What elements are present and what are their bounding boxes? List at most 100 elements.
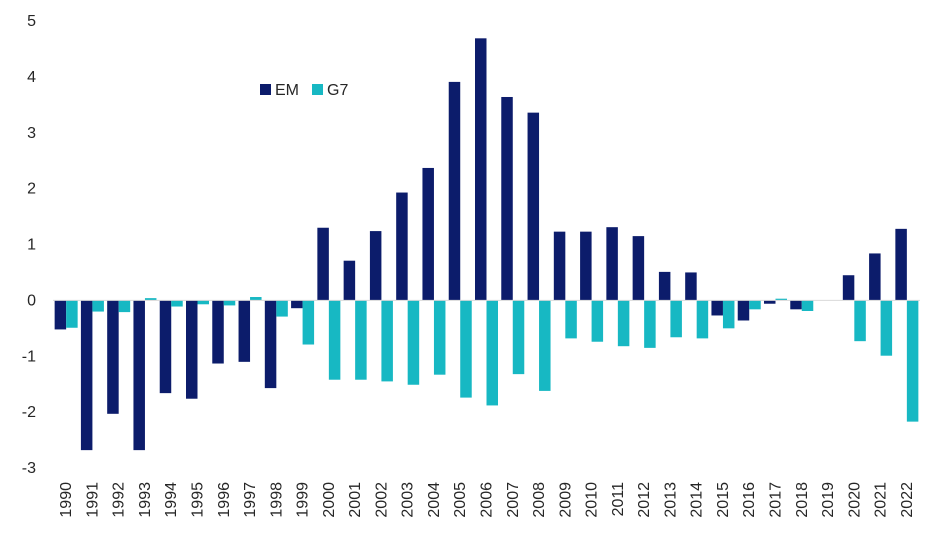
bar-g7-2006 (486, 300, 498, 406)
bar-em-2022 (895, 228, 907, 301)
bar-em-2008 (527, 112, 540, 301)
bar-em-2011 (606, 227, 618, 301)
x-tick-label: 2017 (768, 482, 785, 518)
bar-g7-2005 (460, 300, 472, 398)
bar-g7-2016 (749, 300, 761, 310)
bar-g7-2022 (906, 300, 919, 422)
x-tick-label: 1993 (137, 482, 154, 518)
bar-em-1993 (133, 300, 145, 451)
x-tick-label: 2012 (636, 482, 653, 518)
bar-g7-1998 (276, 300, 288, 317)
bar-g7-1992 (118, 300, 131, 313)
x-tick-label: 2020 (846, 482, 863, 518)
bar-g7-2015 (722, 300, 735, 329)
x-tick-label: 2008 (531, 482, 548, 518)
bar-g7-1996 (223, 300, 236, 306)
bar-g7-2008 (539, 300, 551, 391)
bar-em-2005 (448, 81, 461, 301)
bar-em-2014 (685, 272, 697, 301)
legend-label-g7: G7 (327, 82, 348, 99)
bar-g7-1990 (66, 300, 78, 328)
legend-swatch-em (260, 84, 271, 95)
bar-g7-1997 (250, 297, 262, 301)
bar-em-2013 (658, 271, 671, 301)
y-tick-label: 1 (27, 237, 36, 254)
bar-g7-2013 (670, 300, 682, 338)
x-tick-label: 2021 (873, 482, 890, 518)
legend-swatch-g7 (312, 84, 323, 95)
bar-g7-2018 (801, 300, 814, 311)
bar-em-2015 (711, 300, 723, 316)
x-tick-label: 1991 (84, 482, 101, 518)
x-tick-label: 2011 (610, 482, 627, 517)
bar-g7-2020 (854, 300, 866, 342)
x-tick-label: 2004 (426, 482, 443, 518)
y-axis-ticks: 5 4 3 2 1 0 -1 -2 -3 (22, 13, 36, 477)
x-tick-label: 1998 (268, 482, 285, 518)
bar-g7-2017 (775, 298, 787, 301)
bar-em-2001 (343, 260, 356, 301)
bar-em-2021 (869, 253, 881, 301)
x-tick-label: 2003 (400, 482, 417, 518)
bar-em-2010 (580, 231, 592, 301)
bar-g7-1995 (197, 300, 209, 305)
bar-em-1992 (107, 300, 119, 414)
x-tick-label: 2018 (794, 482, 811, 518)
x-tick-label: 2015 (715, 482, 732, 518)
bar-g7-2003 (407, 300, 420, 385)
bar-g7-2014 (696, 300, 709, 339)
bar-g7-1994 (171, 300, 183, 307)
x-tick-label: 2019 (820, 482, 837, 518)
bar-g7-2012 (644, 300, 656, 348)
bar-g7-1999 (302, 300, 315, 345)
x-tick-label: 1996 (216, 482, 233, 518)
bar-em-1998 (264, 300, 277, 389)
y-tick-label: -2 (22, 404, 36, 421)
bar-g7-2000 (328, 300, 341, 380)
bar-em-2002 (369, 231, 382, 301)
x-tick-label: 2014 (689, 482, 706, 518)
y-tick-label: 4 (27, 69, 36, 86)
bar-g7-2011 (617, 300, 630, 347)
bar-g7-2001 (355, 300, 367, 380)
bar-em-1999 (291, 300, 303, 309)
bar-em-1995 (186, 300, 198, 399)
bar-em-2018 (790, 300, 802, 310)
x-tick-label: 2013 (662, 482, 679, 518)
bar-em-2020 (842, 275, 855, 301)
x-tick-label: 2001 (347, 482, 364, 518)
x-tick-label: 1992 (111, 482, 128, 518)
x-tick-label: 2006 (479, 482, 496, 518)
y-tick-label: 0 (27, 292, 36, 309)
x-tick-label: 1990 (58, 482, 75, 518)
x-tick-label: 2016 (741, 482, 758, 518)
bar-em-2000 (317, 227, 329, 301)
bar-g7-2002 (381, 300, 393, 382)
x-tick-label: 2009 (557, 482, 574, 518)
bar-em-2009 (553, 231, 566, 301)
y-tick-label: 3 (27, 125, 36, 142)
x-tick-label: 2005 (452, 482, 469, 518)
bar-em-1997 (238, 300, 251, 362)
bar-g7-1991 (92, 300, 104, 312)
x-tick-label: 2002 (373, 482, 390, 518)
x-tick-label: 1995 (190, 482, 207, 518)
bar-em-1996 (212, 300, 224, 364)
legend-label-em: EM (275, 82, 299, 99)
bar-em-2004 (422, 167, 434, 301)
bar-g7-2010 (591, 300, 604, 342)
x-tick-label: 2000 (321, 482, 338, 518)
x-tick-label: 1999 (295, 482, 312, 518)
x-axis-ticks: 1990 1991 1992 1993 1994 1995 1996 1997 1998 1999… (58, 482, 916, 518)
bar-em-2006 (475, 38, 487, 301)
bar-em-2017 (764, 300, 776, 304)
y-tick-label: 5 (27, 13, 36, 30)
bar-series (54, 38, 919, 451)
bar-em-1990 (54, 300, 67, 330)
bar-em-2003 (396, 192, 408, 301)
bar-g7-1993 (144, 298, 157, 301)
bar-em-2007 (501, 96, 513, 301)
legend: EM G7 (260, 82, 348, 99)
x-tick-label: 2010 (584, 482, 601, 518)
